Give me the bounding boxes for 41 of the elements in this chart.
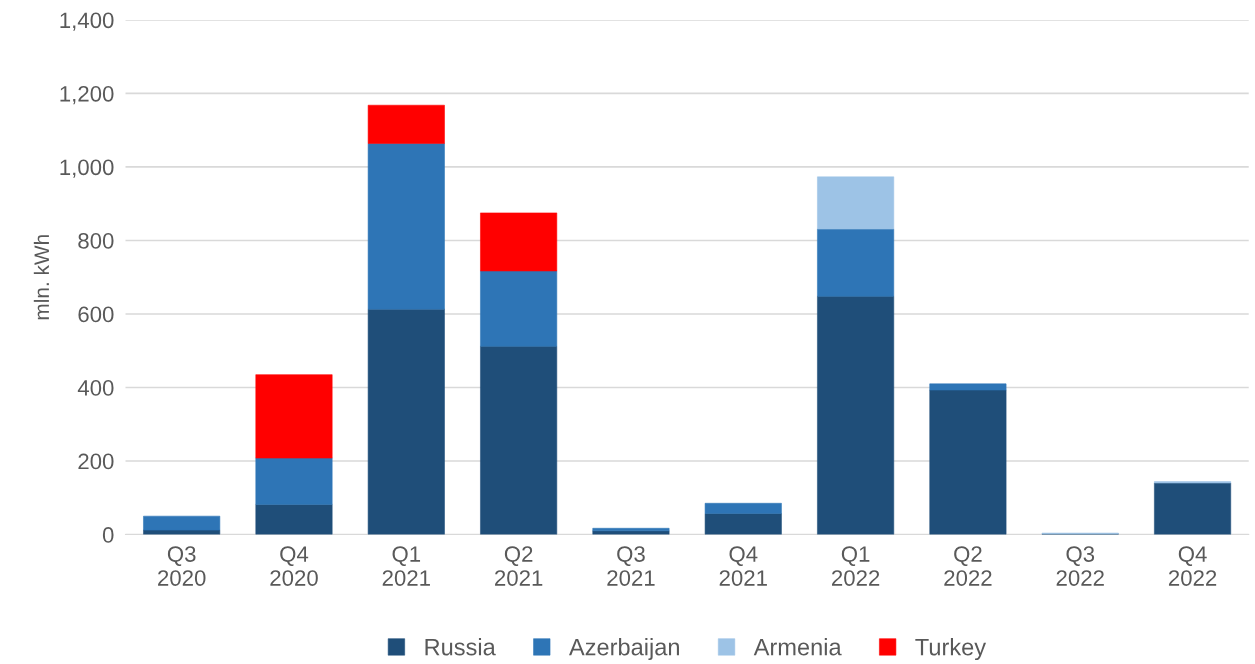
x-tick-label: Q2 2022 bbox=[944, 546, 992, 586]
bar bbox=[143, 515, 221, 531]
y-tick-label: 400 bbox=[77, 380, 114, 396]
bar bbox=[480, 212, 558, 272]
x-tick-label: Q4 2021 bbox=[719, 546, 767, 586]
bar bbox=[255, 457, 333, 505]
x-tick-label: Q3 2021 bbox=[607, 546, 655, 586]
x-tick-label: Q3 2022 bbox=[1056, 546, 1104, 586]
x-tick-label: Q1 2022 bbox=[832, 546, 880, 586]
bar bbox=[817, 176, 895, 230]
x-tick-label: Q3 2020 bbox=[158, 546, 206, 586]
x-tick-label: Q4 2022 bbox=[1168, 546, 1217, 586]
bar bbox=[480, 270, 558, 347]
legend-label: Azerbaijan bbox=[568, 638, 679, 661]
bar bbox=[367, 104, 445, 144]
legend-label: Turkey bbox=[915, 638, 987, 661]
bar bbox=[817, 228, 895, 297]
y-tick-label: 600 bbox=[78, 306, 114, 323]
bar bbox=[929, 383, 1007, 391]
bar bbox=[1154, 482, 1232, 535]
x-tick-label: Q1 2021 bbox=[382, 546, 430, 586]
bar bbox=[255, 504, 333, 535]
bar bbox=[704, 503, 782, 514]
y-tick-label: 800 bbox=[78, 233, 114, 249]
x-tick-label: Q4 2020 bbox=[270, 546, 318, 586]
bar bbox=[817, 296, 895, 535]
y-tick-label: 1,400 bbox=[60, 12, 114, 31]
bar bbox=[929, 389, 1007, 535]
y-tick-label: 0 bbox=[102, 527, 114, 543]
y-tick-label: 200 bbox=[78, 453, 114, 470]
y-tick-label: 1,200 bbox=[60, 85, 114, 105]
y-axis-title: mln. kWh bbox=[33, 235, 49, 320]
bar bbox=[480, 346, 558, 535]
bar bbox=[367, 308, 445, 535]
legend-label: Russia bbox=[425, 638, 496, 656]
legend-label: Armenia bbox=[753, 638, 842, 656]
bar bbox=[367, 143, 445, 310]
bar bbox=[704, 513, 782, 535]
bar bbox=[255, 374, 333, 459]
y-tick-label: 1,000 bbox=[60, 159, 114, 178]
x-tick-label: Q2 2021 bbox=[495, 546, 543, 586]
